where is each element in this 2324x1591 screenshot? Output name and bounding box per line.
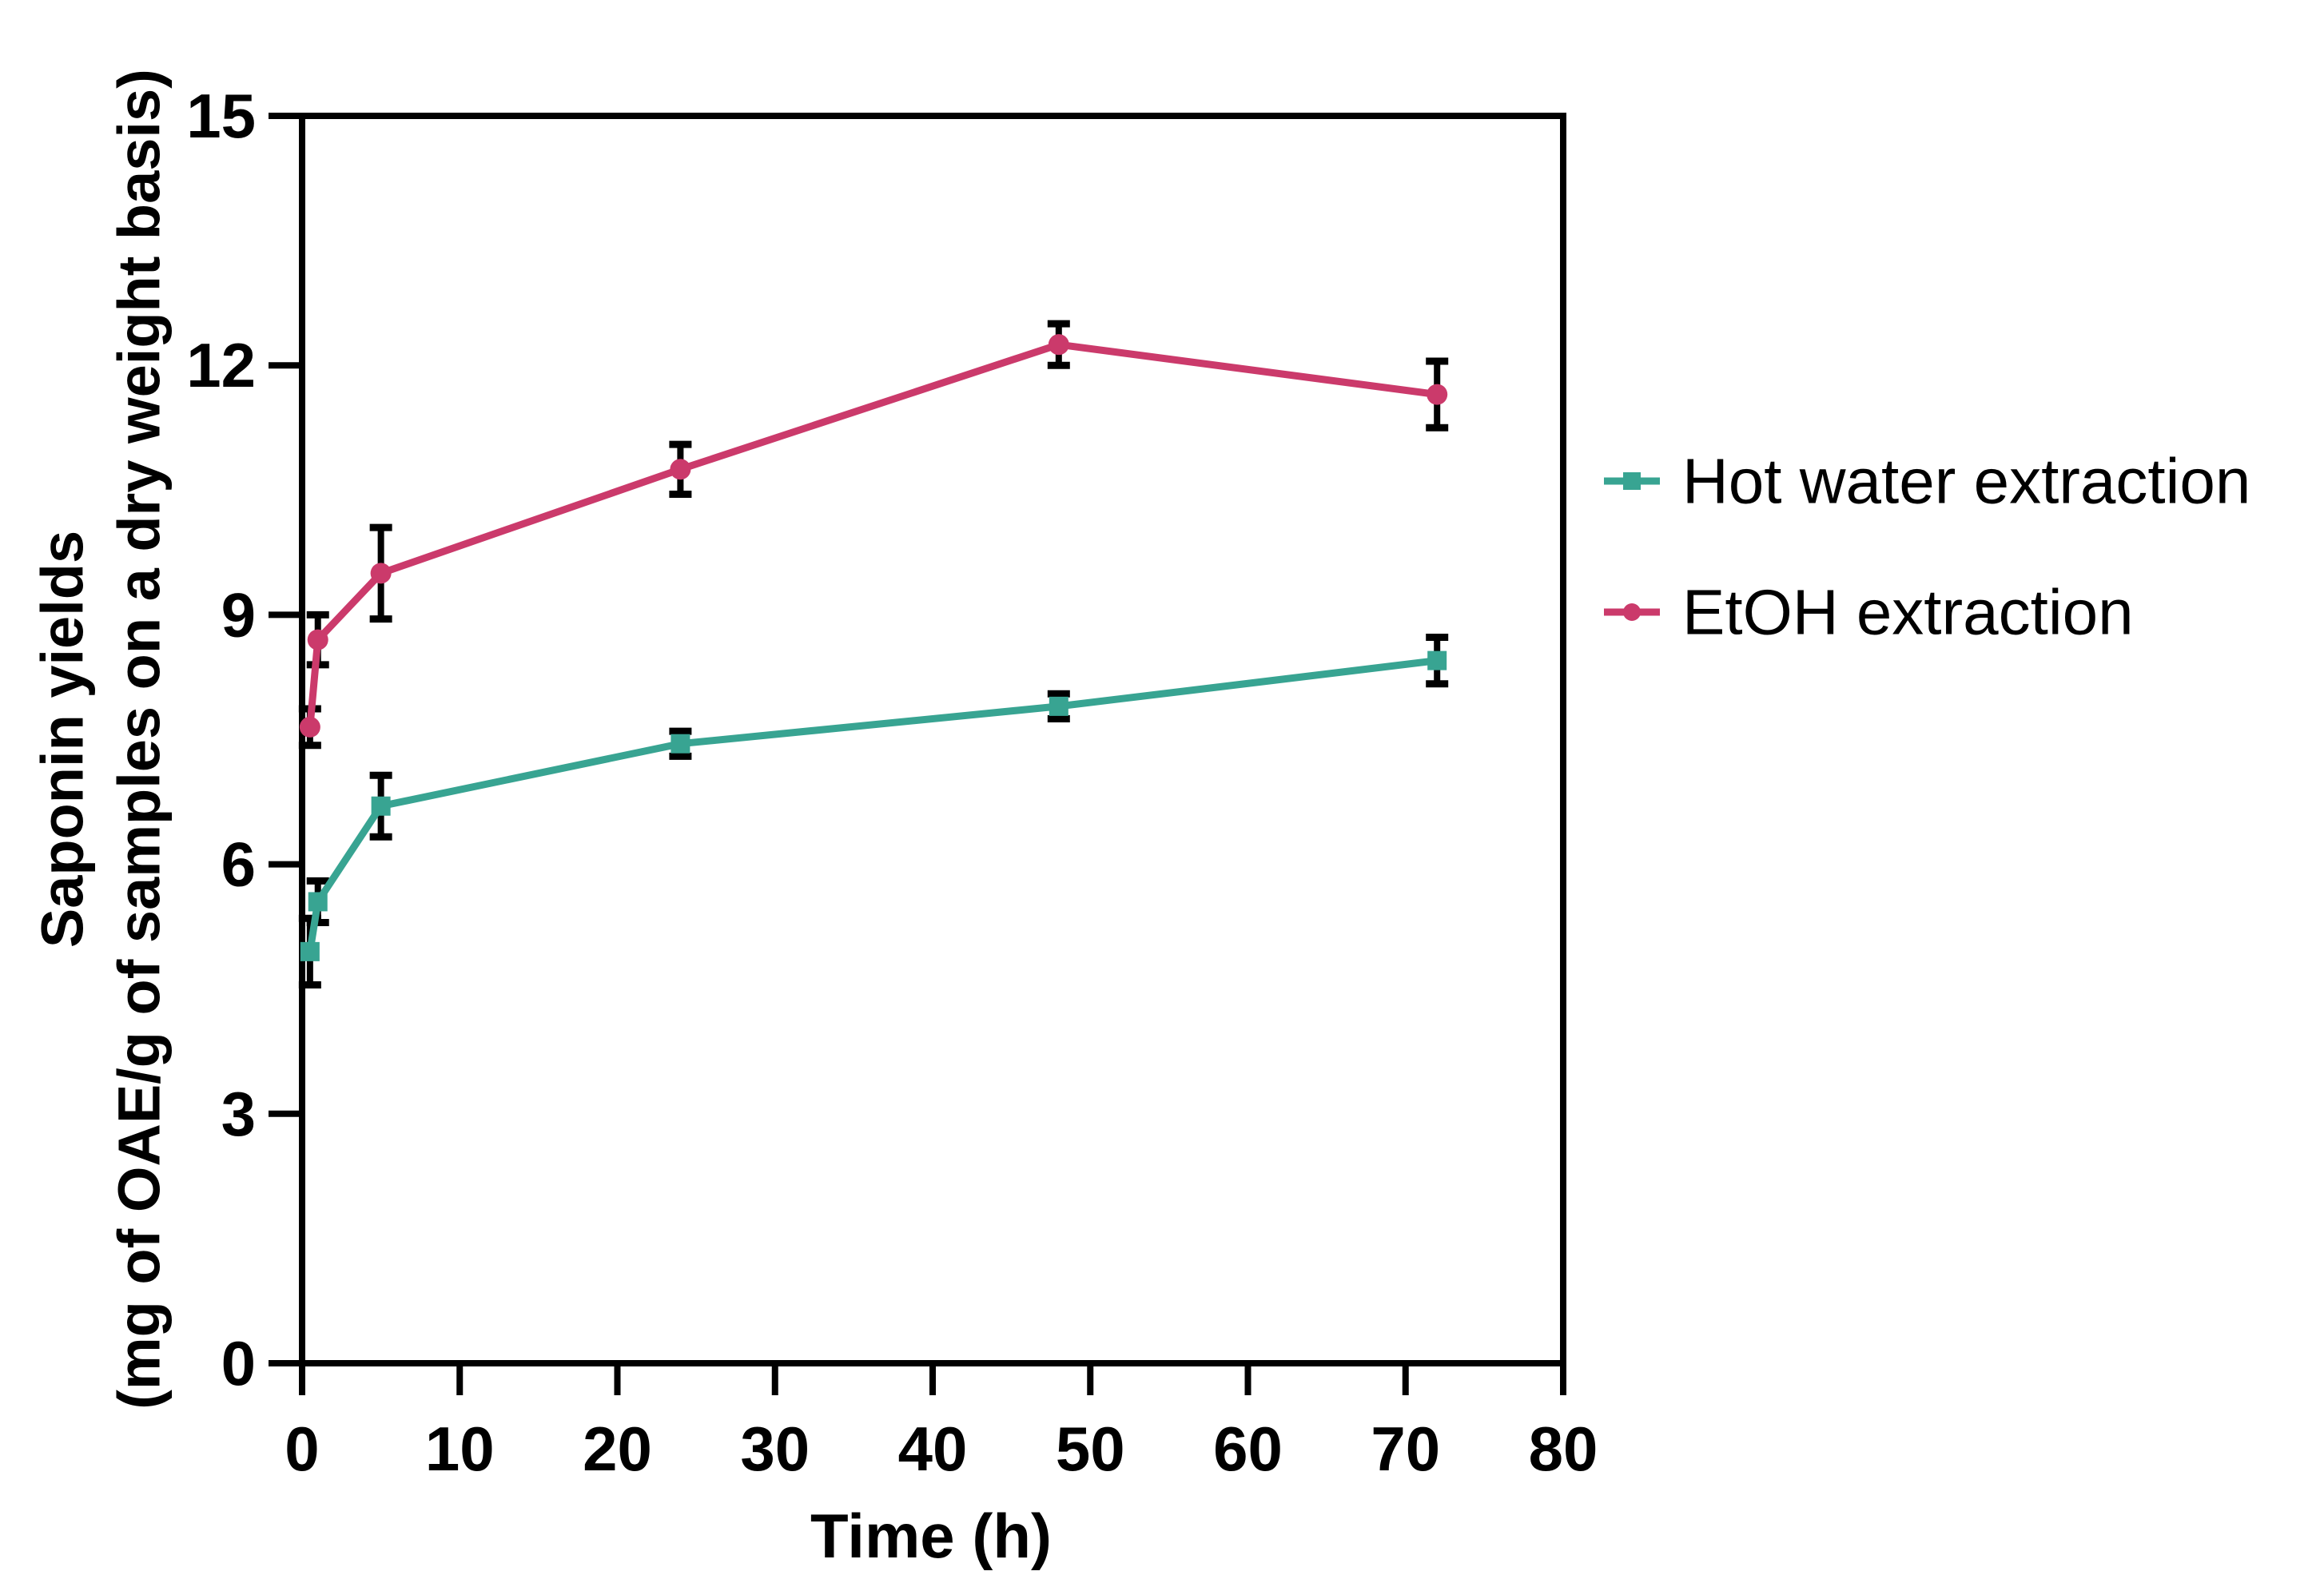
- legend-item: EtOH extraction: [1604, 577, 2134, 648]
- legend: Hot water extraction EtOH extraction: [1604, 446, 2250, 648]
- x-tick-label: 10: [425, 1414, 495, 1484]
- marker-square: [1427, 650, 1447, 670]
- marker-square: [308, 892, 328, 912]
- marker-square: [371, 796, 391, 816]
- y-tick-label: 6: [221, 829, 256, 900]
- x-tick-label: 70: [1371, 1414, 1440, 1484]
- series-layer: [298, 320, 1449, 988]
- marker-circle: [670, 459, 691, 480]
- legend-item: Hot water extraction: [1604, 446, 2250, 517]
- marker-circle: [299, 716, 320, 738]
- marker-circle: [1048, 334, 1069, 356]
- legend-marker-circle: [1623, 603, 1641, 621]
- legend-label: EtOH extraction: [1682, 577, 2134, 648]
- y-tick-label: 0: [221, 1328, 256, 1398]
- marker-square: [671, 734, 690, 754]
- series-line: [306, 657, 1438, 953]
- series-circle: [298, 320, 1449, 750]
- x-tick-label: 50: [1056, 1414, 1125, 1484]
- x-tick-label: 60: [1213, 1414, 1283, 1484]
- marker-circle: [307, 629, 328, 650]
- legend-label: Hot water extraction: [1682, 446, 2250, 517]
- y-axis-title-line1: Saponin yields: [30, 531, 96, 948]
- x-tick-label: 40: [898, 1414, 968, 1484]
- series-square: [298, 633, 1449, 988]
- x-tick-label: 80: [1529, 1414, 1598, 1484]
- x-axis-ticks: 0 10 20 30 40 50 60 70 80: [285, 1363, 1598, 1484]
- y-tick-label: 9: [221, 579, 256, 650]
- y-tick-label: 15: [186, 81, 256, 151]
- y-tick-label: 12: [186, 330, 256, 400]
- y-axis-ticks: 0 3 6 9 12 15: [186, 81, 302, 1398]
- y-tick-label: 3: [221, 1079, 256, 1149]
- marker-square: [1049, 696, 1068, 716]
- marker-circle: [1427, 384, 1448, 405]
- series-line: [306, 340, 1438, 728]
- marker-circle: [370, 563, 392, 584]
- y-axis-title-line2: (mg of OAE/g of samples on a dry weight …: [106, 69, 173, 1410]
- plot-frame: [299, 113, 1566, 1366]
- x-tick-label: 30: [740, 1414, 810, 1484]
- x-tick-label: 20: [583, 1414, 652, 1484]
- legend-marker-square: [1623, 472, 1641, 490]
- marker-square: [300, 941, 320, 961]
- x-axis-title: Time (h): [810, 1501, 1052, 1571]
- x-tick-label: 0: [285, 1414, 319, 1484]
